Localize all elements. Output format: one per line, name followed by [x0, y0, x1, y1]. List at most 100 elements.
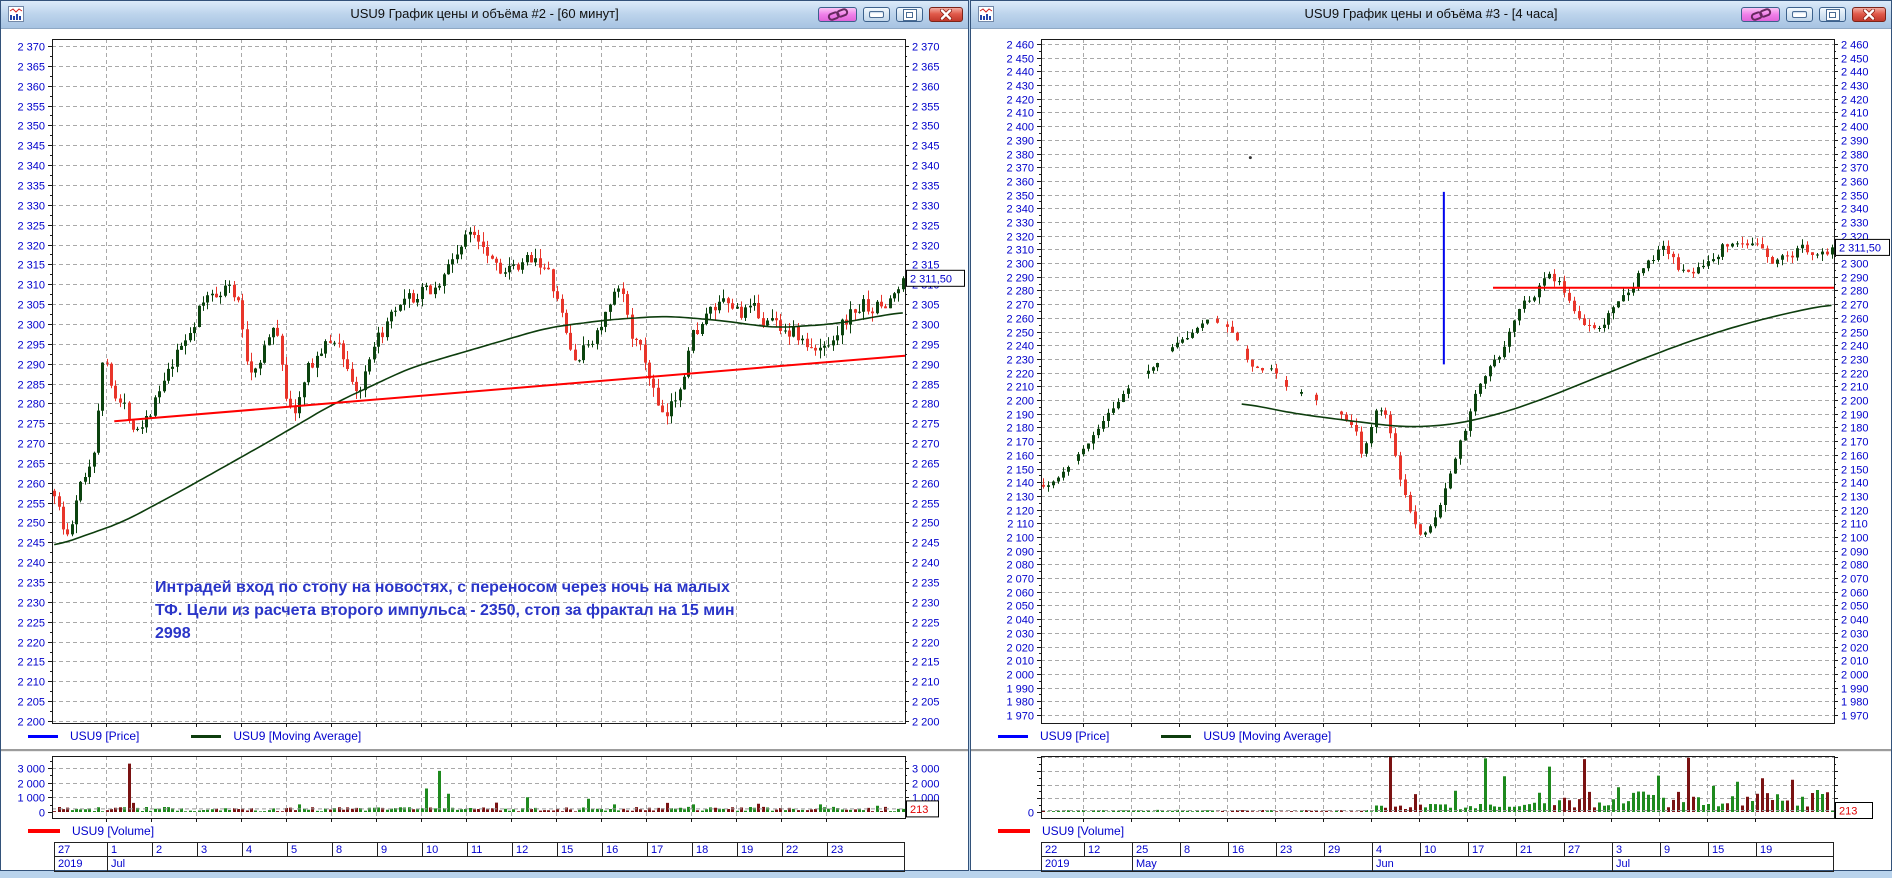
annotation-line: ТФ. Цели из расчета второго импульса - 2… [155, 602, 735, 619]
svg-text:2 190: 2 190 [1841, 410, 1869, 422]
timeline-day-cell: 3 [197, 843, 242, 856]
svg-text:2 345: 2 345 [912, 141, 940, 153]
svg-text:1 990: 1 990 [1841, 684, 1869, 696]
price-axis[interactable]: 2 200 2 200 2 205 2 205 2 210 2 210 2 215 2 215… [17, 42, 939, 729]
svg-text:2 305: 2 305 [17, 300, 45, 312]
svg-text:2 220: 2 220 [912, 638, 940, 650]
svg-text:2 150: 2 150 [1841, 465, 1869, 477]
svg-text:2 000: 2 000 [1841, 670, 1869, 682]
pane-splitter[interactable] [1, 749, 968, 752]
svg-text:3 000: 3 000 [17, 764, 45, 776]
svg-text:2 200: 2 200 [17, 717, 45, 729]
time-axis[interactable]: 22 12 25 8 16 23 29 4 10 17 21 27 3 9 15 19 2019 May Jun Ju… [1041, 842, 1834, 872]
timeline-month-cell: Jul [107, 857, 905, 871]
minimize-button[interactable] [863, 7, 890, 22]
price-legend: USU9 [Price] USU9 [Moving Average] [28, 728, 413, 744]
svg-text:2 160: 2 160 [1006, 451, 1034, 463]
annotation-line: Интрадей вход по стопу на новостях, с пе… [155, 579, 730, 596]
window-title: USU9 График цены и объёма #2 - [60 минут… [350, 6, 619, 21]
timeline-day-cell: 10 [1420, 843, 1468, 856]
svg-text:1 990: 1 990 [1006, 684, 1034, 696]
svg-text:2 275: 2 275 [912, 419, 940, 431]
timeline-day-cell: 19 [1756, 843, 1834, 856]
volume-series [53, 763, 905, 812]
svg-text:2 300: 2 300 [1841, 259, 1869, 271]
svg-text:2 170: 2 170 [1841, 437, 1869, 449]
timeline-month-cell: 2019 [1045, 858, 1070, 870]
candlestick-series [53, 226, 905, 537]
svg-text:2 370: 2 370 [1841, 163, 1869, 175]
time-axis[interactable]: 27 1 2 3 4 5 8 9 10 11 12 15 16 17 18 19 22 23 2019 Jul [54, 842, 905, 872]
svg-text:0: 0 [1028, 808, 1034, 820]
svg-text:1 980: 1 980 [1006, 697, 1034, 709]
svg-text:2 050: 2 050 [1841, 601, 1869, 613]
volume-pane-border [1041, 756, 1835, 819]
maximize-button[interactable] [1819, 7, 1846, 22]
svg-text:2 360: 2 360 [1006, 177, 1034, 189]
svg-text:2 300: 2 300 [17, 320, 45, 332]
timeline-day-cell: 25 [1132, 843, 1180, 856]
svg-text:2 430: 2 430 [1006, 81, 1034, 93]
svg-text:2 220: 2 220 [1006, 369, 1034, 381]
svg-text:1 000: 1 000 [17, 793, 45, 805]
svg-text:2 365: 2 365 [17, 62, 45, 74]
ma-series-label: USU9 [Moving Average] [1203, 729, 1332, 743]
svg-text:2 420: 2 420 [1006, 95, 1034, 107]
svg-text:2 030: 2 030 [1006, 629, 1034, 641]
close-button[interactable] [1852, 7, 1886, 22]
svg-text:1 970: 1 970 [1841, 711, 1869, 723]
grid [52, 39, 905, 818]
svg-text:2 240: 2 240 [1841, 341, 1869, 353]
svg-text:2 040: 2 040 [1006, 615, 1034, 627]
svg-text:2 000: 2 000 [17, 779, 45, 791]
minimize-button[interactable] [1786, 7, 1813, 22]
maximize-icon [1825, 8, 1840, 21]
svg-text:2 210: 2 210 [1006, 382, 1034, 394]
timeline-day-cell: 18 [692, 843, 737, 856]
svg-text:2 210: 2 210 [1841, 382, 1869, 394]
svg-text:2 280: 2 280 [912, 399, 940, 411]
titlebar[interactable]: USU9 График цены и объёма #3 - [4 часа] [971, 1, 1891, 29]
svg-text:2 225: 2 225 [17, 618, 45, 630]
svg-text:2 340: 2 340 [17, 161, 45, 173]
timeline-day-cell: 15 [557, 843, 602, 856]
close-button[interactable] [929, 7, 963, 22]
close-icon [1863, 9, 1875, 20]
svg-text:2 410: 2 410 [1841, 108, 1869, 120]
svg-text:2 310: 2 310 [1006, 245, 1034, 257]
timeline-day-cell: 11 [467, 843, 512, 856]
svg-text:2 100: 2 100 [1006, 533, 1034, 545]
pane-splitter[interactable] [971, 749, 1891, 752]
candlestick-series [1042, 236, 1834, 537]
svg-text:2 280: 2 280 [1006, 286, 1034, 298]
svg-text:2 060: 2 060 [1006, 588, 1034, 600]
link-button[interactable] [1741, 7, 1780, 22]
svg-text:2 200: 2 200 [1841, 396, 1869, 408]
link-button[interactable] [818, 7, 857, 22]
chart-window-icon [8, 6, 24, 22]
svg-text:2 275: 2 275 [17, 419, 45, 431]
svg-text:2 270: 2 270 [1841, 300, 1869, 312]
trend-line[interactable] [114, 354, 906, 423]
maximize-button[interactable] [896, 7, 923, 22]
timeline-day-cell: 22 [1045, 844, 1058, 856]
svg-text:2 285: 2 285 [912, 380, 940, 392]
svg-text:2 100: 2 100 [1841, 533, 1869, 545]
svg-text:2 250: 2 250 [912, 518, 940, 530]
timeline-day-cell: 16 [1228, 843, 1276, 856]
svg-text:2 270: 2 270 [912, 439, 940, 451]
timeline-day-cell: 4 [1372, 843, 1420, 856]
price-legend: USU9 [Price] USU9 [Moving Average] [998, 728, 1383, 744]
current-price-label: 2 311,50 [1835, 238, 1890, 256]
svg-text:2 280: 2 280 [17, 399, 45, 411]
svg-text:2 315: 2 315 [17, 260, 45, 272]
titlebar[interactable]: USU9 График цены и объёма #2 - [60 минут… [1, 1, 968, 29]
svg-text:2 070: 2 070 [1841, 574, 1869, 586]
svg-text:2 440: 2 440 [1006, 67, 1034, 79]
timeline-day-cell: 10 [422, 843, 467, 856]
chart-canvas-60min[interactable]: 2 200 2 200 2 205 2 205 2 210 2 210 2 215 2 215… [1, 1, 970, 872]
price-pane-border [52, 39, 906, 724]
svg-text:2 215: 2 215 [17, 657, 45, 669]
